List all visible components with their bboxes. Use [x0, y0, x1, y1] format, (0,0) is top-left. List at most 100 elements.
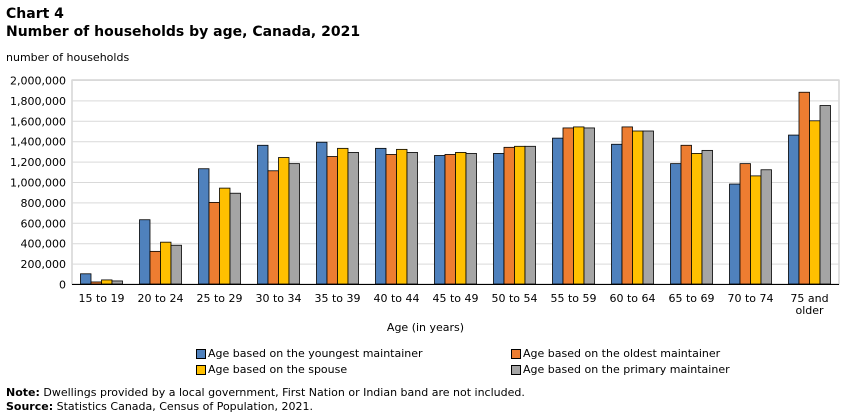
x-tick-label: 50 to 54	[491, 292, 537, 305]
y-tick-label: 400,000	[21, 238, 67, 251]
y-tick-label: 1,200,000	[10, 156, 66, 169]
legend-item-youngest: Age based on the youngest maintainer	[196, 347, 423, 360]
source-label: Source:	[6, 400, 54, 413]
bar	[621, 126, 633, 285]
bar	[552, 137, 564, 285]
y-tick-label: 1,800,000	[10, 95, 66, 108]
bar	[503, 146, 515, 285]
chart-source: Source: Statistics Canada, Census of Pop…	[6, 400, 313, 413]
bar	[208, 201, 220, 285]
bar	[170, 244, 182, 285]
bar	[434, 155, 446, 285]
chart-label: Chart 4	[6, 6, 64, 22]
bar	[219, 187, 231, 285]
bar	[788, 134, 800, 285]
x-tick-label: 60 to 64	[609, 292, 655, 305]
bar	[160, 241, 172, 285]
bar	[562, 127, 574, 285]
bar	[809, 120, 821, 285]
x-tick-label: 15 to 19	[78, 292, 124, 305]
bar	[680, 144, 692, 285]
x-tick-label: 25 to 29	[196, 292, 242, 305]
y-tick-label: 2,000,000	[10, 75, 66, 88]
y-tick-label: 1,400,000	[10, 136, 66, 149]
y-tick-label: 0	[59, 279, 66, 292]
bar	[337, 147, 349, 285]
bar	[347, 152, 359, 285]
bar	[90, 281, 102, 285]
y-tick-label: 800,000	[21, 197, 67, 210]
legend-swatch-oldest	[511, 348, 521, 359]
note-label: Note:	[6, 386, 40, 399]
x-tick-label: 30 to 34	[255, 292, 301, 305]
bar	[670, 163, 682, 285]
bar	[385, 154, 397, 285]
legend-swatch-primary	[511, 364, 521, 375]
legend-swatch-spouse	[196, 364, 206, 375]
x-tick-label: 40 to 44	[373, 292, 419, 305]
x-tick-label: older	[795, 304, 824, 317]
legend-label-youngest: Age based on the youngest maintainer	[208, 347, 423, 360]
y-tick-label: 1,000,000	[10, 177, 66, 190]
bar	[267, 170, 279, 285]
legend-label-spouse: Age based on the spouse	[208, 363, 348, 376]
legend-item-primary: Age based on the primary maintainer	[511, 363, 730, 376]
x-tick-label: 45 to 49	[432, 292, 478, 305]
x-tick-label: 75 and	[790, 292, 828, 305]
bar	[739, 163, 751, 285]
bar	[139, 219, 151, 285]
bar	[455, 152, 467, 285]
x-axis-title: Age (in years)	[387, 321, 464, 334]
y-tick-label: 200,000	[21, 258, 67, 271]
bar	[444, 154, 456, 285]
legend-item-oldest: Age based on the oldest maintainer	[511, 347, 720, 360]
bar	[406, 152, 418, 285]
chart-note: Note: Dwellings provided by a local gove…	[6, 386, 525, 399]
bar	[278, 157, 290, 285]
bar	[316, 141, 328, 285]
bar	[760, 169, 772, 285]
x-tick-label: 55 to 59	[550, 292, 596, 305]
bar	[375, 147, 387, 285]
legend-swatch-youngest	[196, 348, 206, 359]
bar	[257, 144, 269, 285]
bar	[573, 126, 585, 285]
x-tick-label: 70 to 74	[727, 292, 773, 305]
bar	[632, 130, 644, 285]
bar	[750, 175, 762, 285]
note-text: Dwellings provided by a local government…	[39, 386, 525, 399]
bar	[288, 163, 300, 285]
legend-label-primary: Age based on the primary maintainer	[523, 363, 730, 376]
bar	[691, 153, 703, 285]
bar	[111, 280, 123, 285]
bar	[396, 148, 408, 285]
y-axis-unit-label: number of households	[6, 51, 130, 64]
bar	[198, 168, 210, 285]
bar	[729, 183, 741, 285]
x-tick-label: 35 to 39	[314, 292, 360, 305]
source-text: Statistics Canada, Census of Population,…	[53, 400, 313, 413]
bar	[642, 130, 654, 285]
chart-title: Number of households by age, Canada, 202…	[6, 24, 361, 40]
y-tick-label: 600,000	[21, 217, 67, 230]
bar	[524, 145, 536, 285]
bar	[149, 250, 161, 285]
bar	[514, 145, 526, 285]
bar	[583, 127, 595, 285]
legend-item-spouse: Age based on the spouse	[196, 363, 347, 376]
bar	[326, 156, 338, 285]
bar	[798, 91, 810, 285]
bar	[465, 153, 477, 285]
x-tick-label: 65 to 69	[668, 292, 714, 305]
bar	[80, 273, 92, 285]
bar	[493, 153, 505, 285]
bar	[229, 192, 241, 285]
bar	[101, 279, 113, 285]
y-tick-label: 1,600,000	[10, 115, 66, 128]
legend-label-oldest: Age based on the oldest maintainer	[523, 347, 721, 360]
bar	[819, 105, 831, 285]
bar	[611, 143, 623, 285]
x-tick-label: 20 to 24	[137, 292, 183, 305]
bar	[701, 149, 713, 285]
